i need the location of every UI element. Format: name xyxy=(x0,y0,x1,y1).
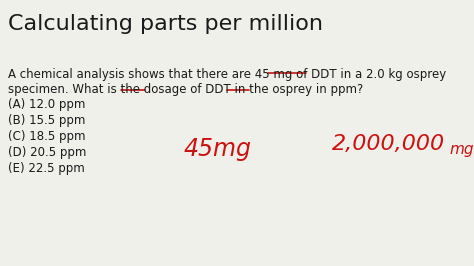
Text: (E) 22.5 ppm: (E) 22.5 ppm xyxy=(8,162,85,175)
Text: 45mg: 45mg xyxy=(184,137,252,161)
Text: Calculating parts per million: Calculating parts per million xyxy=(8,14,323,34)
Text: (D) 20.5 ppm: (D) 20.5 ppm xyxy=(8,146,86,159)
Text: (B) 15.5 ppm: (B) 15.5 ppm xyxy=(8,114,85,127)
Text: specimen. What is the dosage of DDT in the osprey in ppm?: specimen. What is the dosage of DDT in t… xyxy=(8,83,363,96)
Text: 2,000,000: 2,000,000 xyxy=(332,134,445,154)
Text: A chemical analysis shows that there are 45 mg of DDT in a 2.0 kg osprey: A chemical analysis shows that there are… xyxy=(8,68,446,81)
Text: (C) 18.5 ppm: (C) 18.5 ppm xyxy=(8,130,85,143)
Text: mg: mg xyxy=(450,142,474,157)
Text: (A) 12.0 ppm: (A) 12.0 ppm xyxy=(8,98,85,111)
